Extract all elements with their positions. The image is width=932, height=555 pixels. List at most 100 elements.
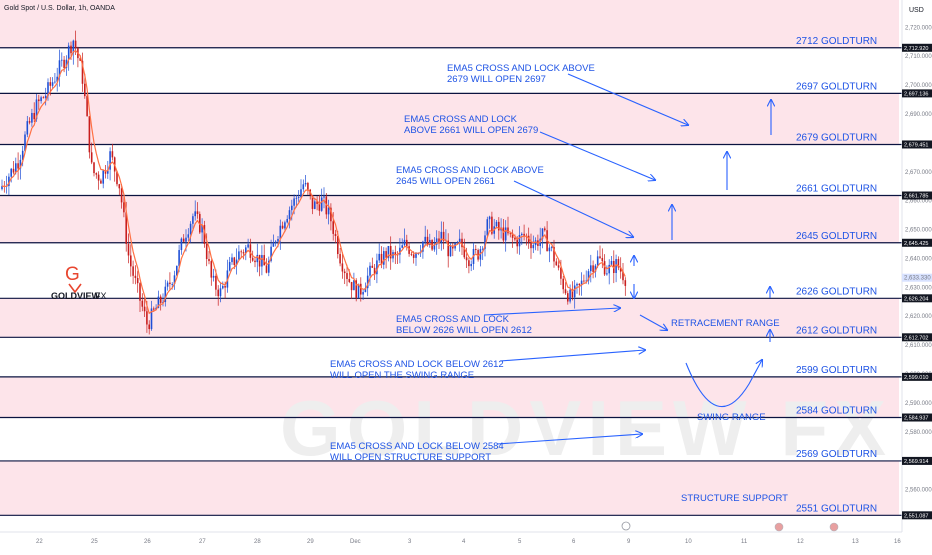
candle-body [504,227,507,241]
candle-body [118,184,121,189]
candle-body [153,308,155,310]
candle-body [302,184,305,190]
candle-body [61,59,63,61]
price-tick-label: 2,560.000 [905,488,932,494]
candle-body [265,265,268,273]
candle-body [164,286,167,302]
candle-body [208,259,210,262]
candle-body [521,233,523,236]
candle-body [550,246,553,248]
candle-body [304,183,307,185]
candle-body [185,237,187,242]
candle-body [385,251,387,258]
candle-body [231,257,233,263]
candle-body [56,76,58,82]
candle-body [63,59,65,69]
goldview-logo-text: GOLDVIEW [51,291,101,301]
candle-body [412,254,415,258]
time-tick-label: 29 [307,539,314,545]
candle-body [415,253,417,258]
level-price-tag-label: 2,569.914 [904,459,928,465]
candle-body [277,239,279,242]
candle-body [426,236,429,245]
candle-body [488,216,491,220]
candle-body [366,275,369,289]
level-price-tag [902,191,932,200]
candle-body [378,253,380,261]
price-axis: 2,560.0002,570.0002,580.0002,590.0002,60… [901,0,932,532]
candle-body [70,45,72,54]
candle-body [212,275,215,278]
candle-body [88,116,91,153]
candle-body [150,308,153,330]
candle-body [58,60,61,77]
candle-body [116,171,118,185]
candle-body [438,238,440,243]
candle-body [560,267,562,279]
level-price-tag [902,456,932,465]
time-tick-label: 16 [894,539,901,545]
candle-body [311,194,314,209]
candle-body [54,81,56,83]
candle-body [157,296,160,308]
time-tick-label: 6 [572,539,576,545]
candle-body [580,280,583,286]
price-tick-label: 2,710.000 [905,54,932,60]
candle-body [534,240,537,246]
current-price-label: 2,633.330 [904,276,931,282]
candle-body [141,300,144,307]
candle-body [481,248,484,250]
candle-body [617,259,620,268]
candle-body [422,241,424,252]
candle-body [357,283,360,298]
candle-body [323,196,325,198]
candle-body [532,245,535,249]
candle-body [583,280,585,282]
level-bands [0,0,899,516]
goldview-logo-suffix: FX [95,291,107,301]
candle-body [465,257,468,261]
candle-body [486,219,489,236]
candle-body [245,247,247,254]
candle-body [15,163,17,173]
level-price-tag [902,413,932,422]
candle-body [111,151,114,158]
candle-body [120,188,123,203]
candle-body [348,278,351,283]
info-badge-icon [621,521,631,531]
candle-body [148,324,150,330]
level-price-tag-label: 2,551.087 [904,513,928,519]
annotation-arrow [496,434,642,445]
candle-body [592,265,594,272]
level-labels: 2712 GOLDTURN 2697 GOLDTURN 2679 GOLDTURN 2… [796,36,877,515]
band-top [0,0,899,48]
candle-body [17,163,19,169]
candle-body [136,278,139,284]
annotation-text: 2679 WILL OPEN 2697 [447,74,546,85]
time-tick-label: 12 [797,539,804,545]
candle-body [21,150,24,160]
candle-body [389,245,392,259]
candle-body [353,280,355,291]
level-label: 2679 GOLDTURN [796,132,877,143]
band [0,93,899,145]
candle-body [238,251,240,260]
candle-body [95,173,98,175]
candle-body [541,228,544,239]
candle-body [594,265,597,272]
candle-body [251,257,254,261]
candle-body [40,97,42,102]
annotation-arrow [499,350,645,362]
candle-body [567,293,569,302]
time-tick-label: 13 [852,539,859,545]
candle-body [203,225,206,245]
candle-body [173,275,176,285]
candle-body [548,247,551,252]
candle-body [337,236,339,255]
ema-line [1,49,626,315]
candle-body [456,242,459,244]
candle-body [93,162,95,174]
candle-body [573,285,576,298]
level-price-tag [902,43,932,52]
candle-body [463,247,466,258]
